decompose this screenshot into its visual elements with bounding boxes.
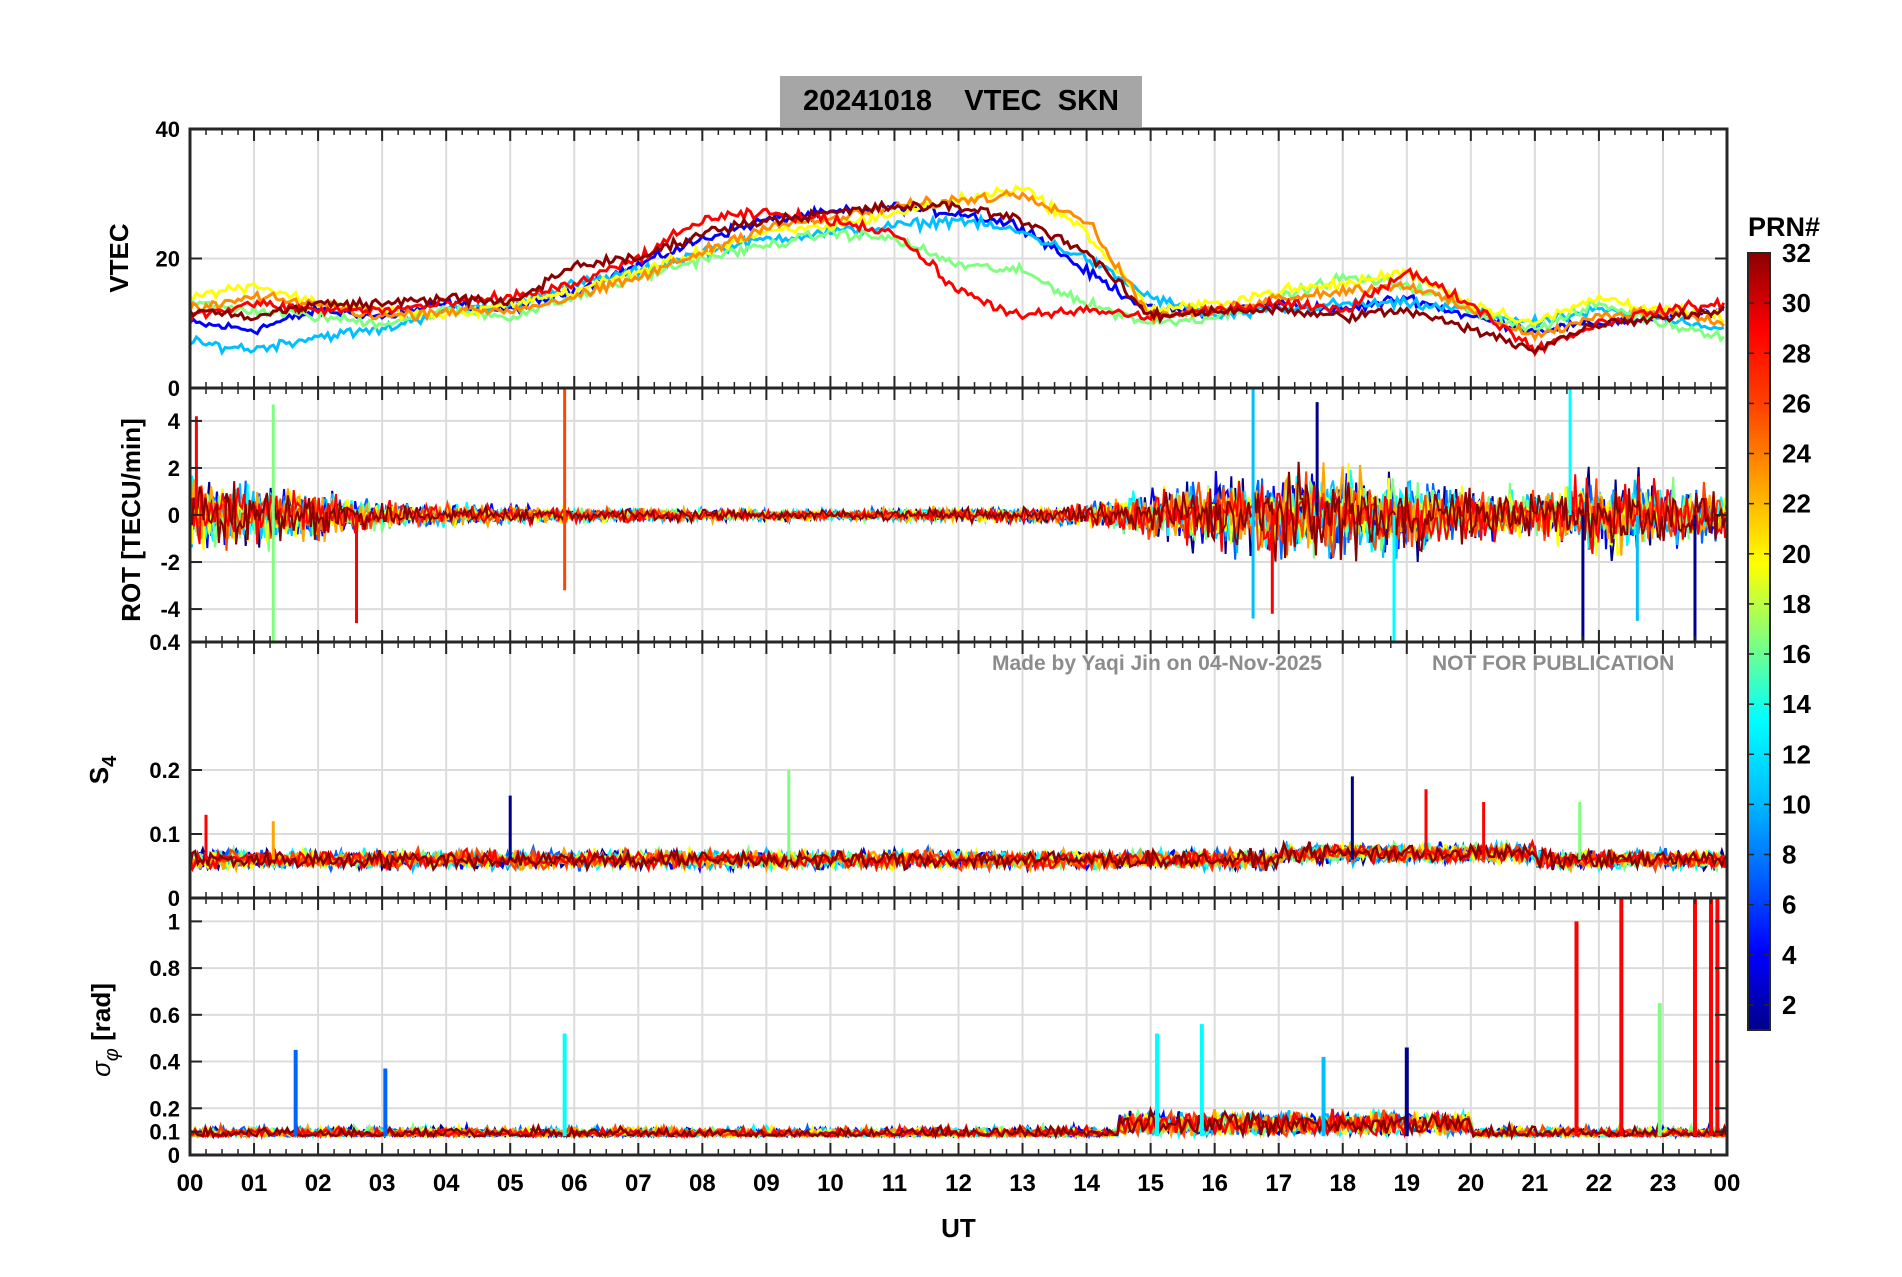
rot-y-tick-label: -4 — [160, 597, 180, 622]
rot-y-tick-label: 0 — [168, 503, 180, 528]
x-tick-label: 23 — [1650, 1170, 1677, 1197]
colorbar-tick-label: 20 — [1782, 539, 1811, 569]
colorbar-tick-label: 16 — [1782, 639, 1811, 669]
colorbar-tick-label: 2 — [1782, 990, 1796, 1020]
colorbar-tick-label: 24 — [1782, 439, 1811, 469]
colorbar-tick-label: 8 — [1782, 840, 1796, 870]
s4-y-tick-label: 0.4 — [149, 630, 180, 655]
phi-subscript: φ — [101, 1048, 123, 1061]
colorbar-tick-label: 18 — [1782, 589, 1811, 619]
s4-y-tick-label: 0.2 — [149, 758, 180, 783]
colorbar-tick-label: 4 — [1782, 940, 1797, 970]
colorbar-tick-label: 12 — [1782, 739, 1811, 769]
x-tick-label: 11 — [882, 1170, 907, 1197]
rot-series-line — [189, 461, 1727, 562]
sigma_phi-y-axis-label: σφ [rad] — [86, 983, 123, 1077]
x-tick-label: 22 — [1586, 1170, 1613, 1197]
rot-y-tick-label: 4 — [168, 409, 181, 434]
x-tick-label: 03 — [369, 1170, 396, 1197]
x-tick-label: 15 — [1137, 1170, 1164, 1197]
vtec-series-line — [188, 199, 1726, 355]
s4-y-tick-label: 0 — [168, 886, 180, 911]
sigma-series-line — [189, 1108, 1729, 1139]
x-tick-label: 04 — [433, 1170, 460, 1197]
vtec-y-tick-label: 40 — [156, 117, 180, 142]
vtec-y-tick-label: 0 — [168, 376, 180, 401]
colorbar-tick-label: 22 — [1782, 489, 1811, 519]
x-tick-label: 10 — [817, 1170, 844, 1197]
sigma_phi-y-tick-label: 1 — [168, 909, 180, 934]
x-tick-label: 17 — [1265, 1170, 1292, 1197]
x-tick-label: 05 — [497, 1170, 524, 1197]
colorbar-tick-label: 26 — [1782, 388, 1811, 418]
x-tick-label: 00 — [177, 1170, 204, 1197]
watermark-notice: NOT FOR PUBLICATION — [1432, 652, 1675, 675]
rot-y-axis-label: ROT [TECU/min] — [116, 418, 146, 622]
x-tick-label: 08 — [689, 1170, 716, 1197]
colorbar-tick-label: 32 — [1782, 238, 1811, 268]
sigma_phi-y-tick-label: 0.2 — [149, 1096, 180, 1121]
sigma_phi-y-tick-label: 0.8 — [149, 956, 180, 981]
s4-subscript: 4 — [99, 755, 121, 767]
x-tick-label: 13 — [1009, 1170, 1036, 1197]
colorbar-tick-label: 10 — [1782, 789, 1811, 819]
sigma_phi-y-tick-label: 0.4 — [149, 1050, 180, 1075]
x-tick-label: 02 — [305, 1170, 332, 1197]
colorbar-title: PRN# — [1748, 212, 1820, 242]
x-tick-label: 16 — [1201, 1170, 1228, 1197]
x-tick-label: 09 — [753, 1170, 780, 1197]
rot-y-tick-label: -2 — [160, 550, 180, 575]
x-tick-label: 06 — [561, 1170, 588, 1197]
rad-unit: [rad] — [86, 983, 116, 1048]
figure-title: 20241018 VTEC SKN — [780, 76, 1142, 127]
s4-y-axis-label: S4 — [84, 755, 121, 784]
sigma_phi-y-tick-label: 0.1 — [149, 1120, 180, 1145]
sigma-series-line — [189, 1105, 1729, 1141]
colorbar-tick-label: 30 — [1782, 288, 1811, 318]
x-axis-label: UT — [941, 1213, 976, 1243]
x-tick-label: 20 — [1457, 1170, 1484, 1197]
x-tick-label: 12 — [945, 1170, 972, 1197]
colorbar — [1747, 252, 1771, 1031]
colorbar-tick-label: 14 — [1782, 689, 1811, 719]
rot-y-tick-label: 2 — [168, 456, 180, 481]
s4-series-line — [188, 839, 1729, 873]
sigma-symbol: σ — [86, 1060, 116, 1077]
x-tick-label: 00 — [1714, 1170, 1741, 1197]
x-tick-label: 18 — [1329, 1170, 1356, 1197]
x-tick-label: 14 — [1073, 1170, 1100, 1197]
sigma_phi-y-tick-label: 0 — [168, 1143, 180, 1168]
colorbar-tick-label: 6 — [1782, 890, 1796, 920]
vtec-series-line — [188, 188, 1725, 343]
x-tick-label: 01 — [241, 1170, 268, 1197]
vtec-y-axis-label: VTEC — [104, 223, 134, 293]
watermark-author: Made by Yaqi Jin on 04-Nov-2025 — [992, 652, 1322, 675]
figure-title-text: 20241018 VTEC SKN — [803, 85, 1119, 117]
x-tick-label: 19 — [1393, 1170, 1420, 1197]
x-tick-label: 07 — [625, 1170, 652, 1197]
s4-y-tick-label: 0.1 — [149, 822, 180, 847]
colorbar-tick-label: 28 — [1782, 338, 1811, 368]
x-tick-label: 21 — [1522, 1170, 1549, 1197]
vtec-y-tick-label: 20 — [156, 247, 180, 272]
sigma_phi-y-tick-label: 0.6 — [149, 1003, 180, 1028]
